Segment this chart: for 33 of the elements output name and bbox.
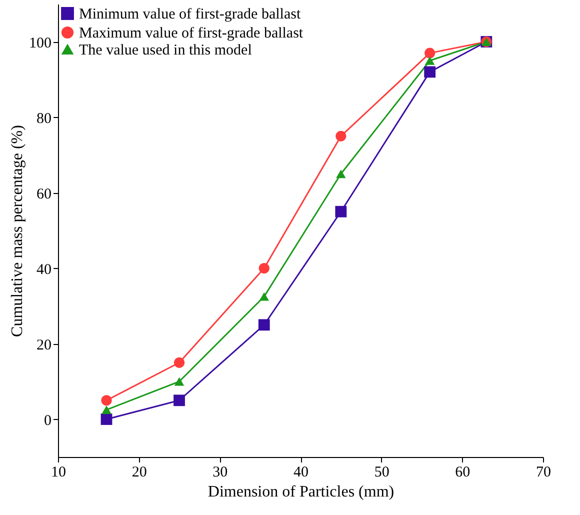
y-tick-label: 80 <box>36 110 52 127</box>
x-tick-label: 60 <box>455 464 470 480</box>
point <box>424 48 436 58</box>
point <box>424 66 436 78</box>
legend-label: The value used in this model <box>79 42 252 58</box>
point <box>174 394 185 406</box>
point <box>258 262 270 274</box>
x-tick-label: 20 <box>132 464 147 480</box>
y-tick-label: 20 <box>36 337 52 354</box>
point <box>100 414 112 425</box>
point <box>336 130 346 142</box>
point <box>335 206 347 218</box>
point <box>424 56 435 65</box>
x-tick-label: 10 <box>51 464 66 480</box>
point <box>259 292 269 301</box>
point <box>174 377 184 386</box>
y-tick-label: 60 <box>36 186 52 202</box>
y-tick-label: 100 <box>29 35 52 52</box>
point <box>102 406 112 414</box>
point <box>101 395 112 406</box>
x-tick-label: 30 <box>212 464 228 480</box>
x-tick-label: 40 <box>294 464 308 480</box>
point <box>336 170 346 178</box>
legend-label: Maximum value of first-grade ballast <box>79 26 304 42</box>
y-tick-label: 0 <box>44 412 52 429</box>
y-axis-title: Cumulative mass percentage (%) <box>9 125 26 337</box>
x-tick-label: 70 <box>536 464 551 480</box>
x-tick-label: 50 <box>374 464 390 480</box>
point <box>174 357 185 368</box>
y-tick-label: 40 <box>36 262 52 278</box>
x-axis-title: Dimension of Particles (mm) <box>208 484 394 500</box>
point <box>258 319 270 331</box>
legend-label: Minimum value of first-grade ballast <box>79 6 302 22</box>
